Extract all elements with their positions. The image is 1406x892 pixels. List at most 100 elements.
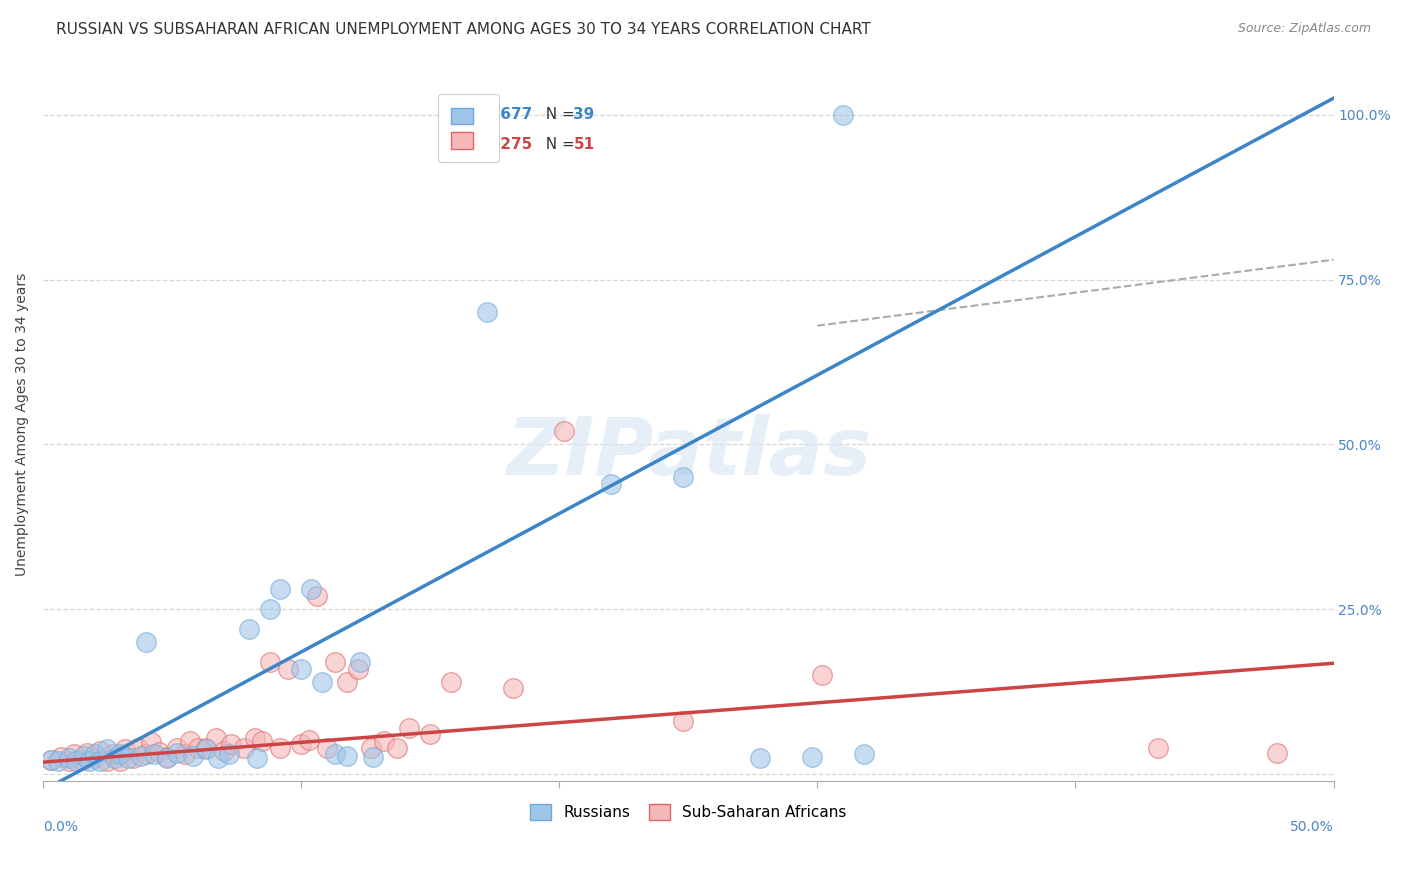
Text: 0.275: 0.275: [484, 137, 533, 153]
Point: [323, 655, 346, 669]
Point: [502, 681, 524, 696]
Point: [277, 661, 299, 675]
Text: R =: R =: [450, 107, 482, 122]
Point: [83, 747, 105, 762]
Text: 51: 51: [574, 137, 595, 153]
Point: [104, 751, 127, 765]
Point: [39, 752, 62, 766]
Point: [269, 740, 291, 755]
Point: [246, 750, 269, 764]
Point: [205, 731, 228, 745]
Point: [70, 752, 93, 766]
Point: [259, 602, 281, 616]
Point: [181, 748, 204, 763]
Point: [142, 747, 165, 762]
Text: 39: 39: [574, 107, 595, 122]
Point: [58, 750, 80, 764]
Point: [114, 742, 136, 756]
Text: 0.0%: 0.0%: [44, 820, 77, 834]
Point: [305, 589, 328, 603]
Point: [76, 746, 98, 760]
Text: Source: ZipAtlas.com: Source: ZipAtlas.com: [1237, 22, 1371, 36]
Point: [398, 721, 420, 735]
Point: [173, 747, 195, 762]
Point: [187, 740, 209, 755]
Point: [852, 747, 875, 762]
Point: [48, 754, 70, 768]
Point: [207, 750, 229, 764]
Point: [749, 750, 772, 764]
Point: [141, 735, 163, 749]
Point: [65, 754, 87, 768]
Text: 0.677: 0.677: [484, 107, 533, 122]
Point: [63, 747, 86, 762]
Point: [135, 747, 157, 762]
Point: [83, 750, 105, 764]
Point: [801, 750, 824, 764]
Point: [475, 305, 498, 319]
Point: [290, 661, 312, 675]
Point: [194, 742, 217, 756]
Legend: Russians, Sub-Saharan Africans: Russians, Sub-Saharan Africans: [523, 798, 852, 826]
Point: [672, 714, 695, 729]
Point: [346, 661, 368, 675]
Point: [832, 108, 855, 122]
Text: N =: N =: [536, 137, 579, 153]
Point: [166, 740, 188, 755]
Text: 50.0%: 50.0%: [1289, 820, 1333, 834]
Point: [238, 622, 260, 636]
Point: [117, 750, 139, 764]
Point: [166, 746, 188, 760]
Point: [212, 744, 235, 758]
Text: N =: N =: [536, 107, 579, 122]
Point: [233, 740, 256, 755]
Point: [156, 750, 179, 764]
Point: [385, 740, 408, 755]
Point: [553, 424, 575, 438]
Point: [58, 754, 80, 768]
Point: [811, 668, 834, 682]
Point: [269, 582, 291, 597]
Point: [194, 740, 217, 755]
Point: [218, 747, 240, 762]
Point: [110, 747, 132, 762]
Point: [599, 477, 621, 491]
Point: [96, 754, 118, 768]
Point: [39, 752, 62, 766]
Point: [73, 748, 96, 763]
Point: [1147, 740, 1170, 755]
Point: [243, 731, 266, 745]
Point: [315, 740, 337, 755]
Point: [419, 727, 441, 741]
Y-axis label: Unemployment Among Ages 30 to 34 years: Unemployment Among Ages 30 to 34 years: [15, 273, 30, 576]
Point: [349, 655, 371, 669]
Point: [290, 737, 312, 751]
Point: [259, 655, 281, 669]
Point: [360, 740, 382, 755]
Point: [179, 734, 201, 748]
Point: [311, 674, 333, 689]
Point: [101, 747, 124, 762]
Point: [221, 737, 243, 751]
Point: [79, 754, 101, 768]
Point: [89, 744, 111, 758]
Point: [299, 582, 322, 597]
Point: [336, 748, 359, 763]
Point: [361, 750, 384, 764]
Point: [110, 754, 132, 768]
Point: [148, 745, 170, 759]
Point: [373, 734, 395, 748]
Point: [1265, 746, 1288, 760]
Point: [672, 470, 695, 484]
Point: [135, 635, 157, 649]
Point: [49, 750, 72, 764]
Point: [440, 674, 463, 689]
Point: [298, 732, 321, 747]
Point: [122, 750, 145, 764]
Point: [96, 742, 118, 756]
Point: [129, 748, 152, 763]
Text: ZIPatlas: ZIPatlas: [506, 414, 870, 492]
Text: R =: R =: [450, 137, 482, 153]
Point: [323, 747, 346, 762]
Text: RUSSIAN VS SUBSAHARAN AFRICAN UNEMPLOYMENT AMONG AGES 30 TO 34 YEARS CORRELATION: RUSSIAN VS SUBSAHARAN AFRICAN UNEMPLOYME…: [56, 22, 870, 37]
